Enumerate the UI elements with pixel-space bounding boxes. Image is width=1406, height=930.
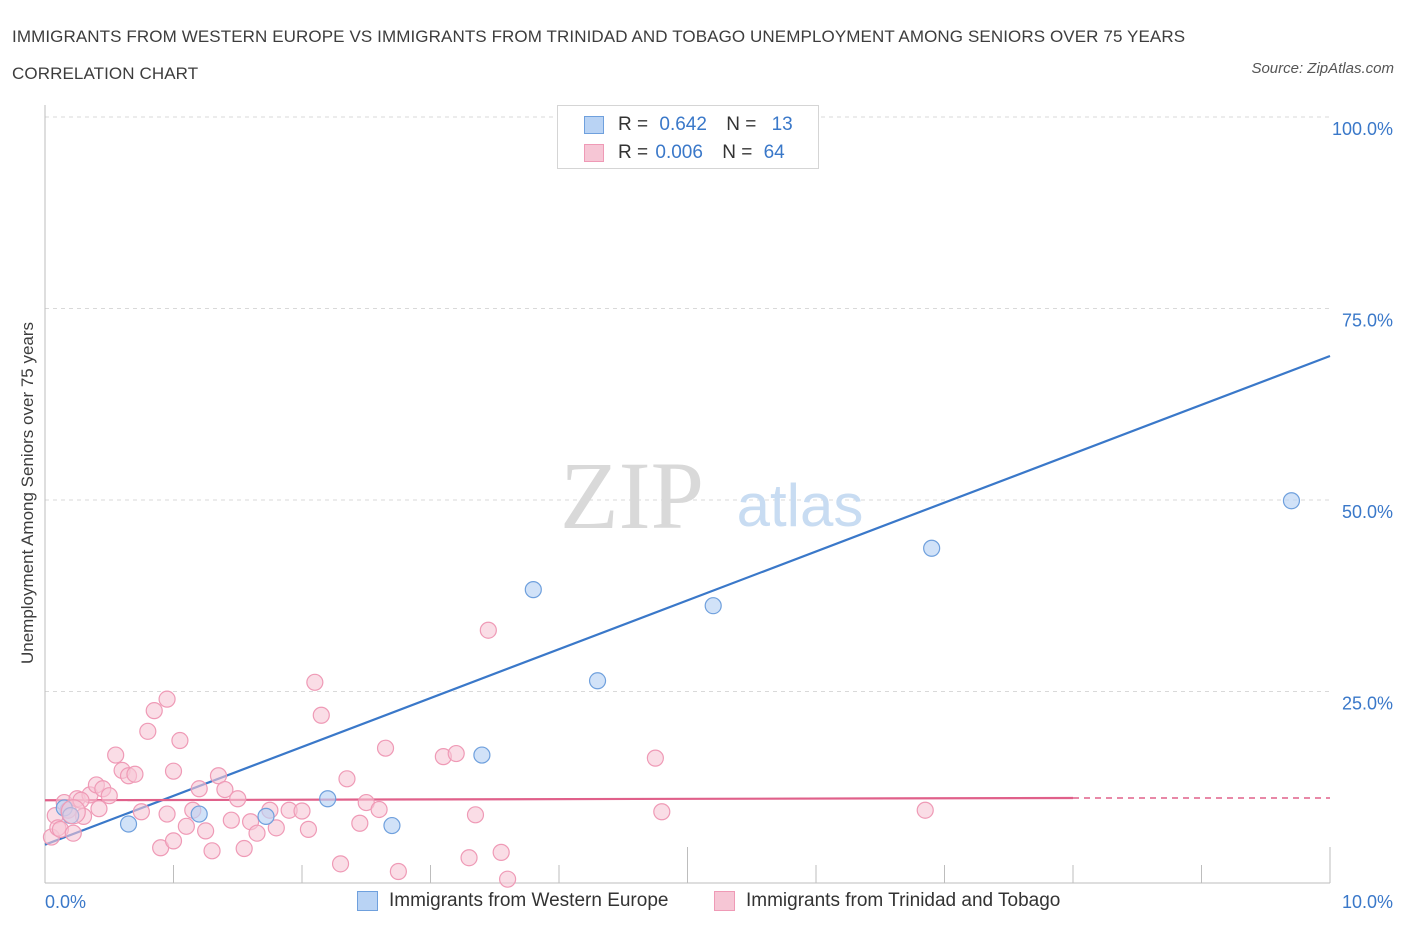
point-trinidad: [132, 803, 150, 821]
point-western-europe: [524, 581, 542, 599]
point-western-europe: [1282, 492, 1301, 510]
point-trinidad: [139, 722, 157, 740]
point-trinidad: [158, 690, 176, 708]
point-cluster: [60, 799, 86, 825]
point-trinidad: [229, 790, 247, 808]
point-trinidad: [331, 855, 350, 873]
point-western-europe: [923, 539, 941, 557]
point-western-europe: [119, 815, 138, 833]
point-western-europe: [473, 746, 491, 764]
n-value: 64: [763, 142, 785, 163]
r-label: R =: [618, 142, 649, 163]
point-trinidad: [216, 780, 234, 799]
point-trinidad: [306, 673, 324, 691]
point-trinidad: [100, 787, 118, 805]
r-label: R =: [618, 114, 649, 135]
point-western-europe: [588, 672, 607, 690]
point-trinidad: [164, 832, 183, 850]
point-trinidad: [653, 803, 671, 821]
watermark-atlas: atlas: [737, 472, 864, 539]
tick-labels: 25.0% 50.0% 75.0% 100.0% 0.0% 10.0%: [45, 119, 1393, 912]
r-value: 0.006: [655, 142, 703, 163]
point-trinidad: [267, 819, 285, 837]
point-trinidad: [312, 706, 330, 724]
point-western-europe: [257, 807, 275, 825]
legend-swatch-pink: [584, 144, 604, 162]
point-trinidad: [126, 765, 144, 783]
x-tick-label: 10.0%: [1342, 892, 1393, 912]
axes: [44, 105, 1331, 884]
watermark: ZIP atlas: [560, 442, 863, 549]
point-trinidad: [499, 870, 517, 888]
point-trinidad: [158, 805, 176, 823]
point-trinidad: [235, 839, 253, 858]
r-value: 0.642: [659, 114, 707, 135]
point-trinidad: [351, 814, 369, 832]
point-trinidad: [916, 801, 934, 819]
legend-swatch-blue: [584, 116, 604, 134]
x-tick-label: 0.0%: [45, 892, 86, 912]
series-label: Immigrants from Trinidad and Tobago: [746, 890, 1061, 911]
series-label: Immigrants from Western Europe: [389, 890, 669, 911]
point-trinidad: [197, 822, 215, 840]
y-tick-label: 75.0%: [1342, 311, 1393, 331]
y-tick-label: 50.0%: [1342, 502, 1393, 522]
point-western-europe: [190, 805, 208, 823]
trend-line-western-europe: [44, 354, 1331, 846]
n-value: 13: [771, 114, 793, 135]
point-trinidad: [203, 842, 221, 860]
point-trinidad: [492, 843, 510, 861]
point-trinidad: [460, 849, 478, 867]
point-trinidad: [479, 621, 497, 639]
point-trinidad: [376, 739, 395, 757]
watermark-zip: ZIP: [560, 442, 704, 549]
n-label: N =: [726, 114, 757, 135]
point-western-europe: [383, 816, 401, 835]
point-trinidad: [299, 820, 318, 838]
point-trinidad: [447, 744, 465, 763]
y-tick-label: 100.0%: [1332, 119, 1393, 139]
trend-lines: [44, 354, 1331, 846]
n-label: N =: [722, 142, 753, 163]
trend-line-trinidad: [44, 796, 1074, 802]
chart-title: IMMIGRANTS FROM WESTERN EUROPE VS IMMIGR…: [12, 27, 1186, 83]
source-label: Source: ZipAtlas.com: [1251, 60, 1394, 77]
point-trinidad: [64, 824, 82, 842]
point-trinidad: [190, 780, 208, 798]
series-swatch-blue: [357, 891, 378, 911]
point-trinidad: [248, 824, 266, 842]
data-points: [42, 492, 1301, 888]
point-trinidad: [90, 800, 108, 818]
y-tick-label: 25.0%: [1342, 694, 1393, 714]
point-trinidad: [107, 746, 125, 764]
point-trinidad: [209, 767, 228, 785]
point-trinidad: [145, 702, 163, 720]
point-trinidad: [293, 802, 311, 820]
point-trinidad: [389, 862, 407, 881]
series-swatch-pink: [714, 891, 735, 911]
point-trinidad: [646, 749, 664, 767]
point-trinidad: [466, 806, 485, 824]
point-western-europe: [704, 597, 722, 615]
point-trinidad: [338, 770, 356, 788]
grid-lines: [45, 116, 1330, 692]
correlation-legend: R = 0.642 N = 13 R = 0.006 N = 64: [557, 105, 819, 169]
point-trinidad: [164, 762, 183, 780]
point-trinidad: [171, 731, 189, 750]
point-trinidad: [370, 800, 388, 819]
point-western-europe: [319, 790, 337, 808]
point-trinidad: [222, 811, 240, 829]
point-trinidad: [177, 817, 195, 835]
